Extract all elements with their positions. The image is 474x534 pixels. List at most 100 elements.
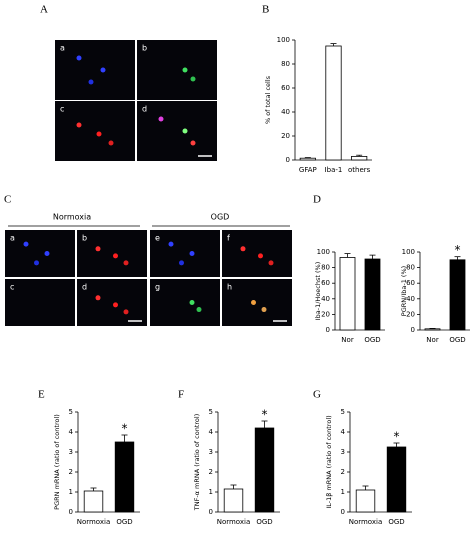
micrograph xyxy=(222,230,292,277)
y-tick-label: 60 xyxy=(406,279,415,287)
micrograph xyxy=(137,101,217,161)
bar xyxy=(325,45,342,161)
tile-label: d xyxy=(142,105,147,114)
bar xyxy=(114,441,135,513)
bar xyxy=(339,257,356,331)
significance: * xyxy=(262,408,268,422)
panel-label: D xyxy=(313,194,321,206)
micrograph xyxy=(55,101,135,161)
tile-label: d xyxy=(82,283,87,292)
y-tick-label: 4 xyxy=(209,428,214,436)
bar xyxy=(355,489,376,513)
cell xyxy=(76,55,82,61)
y-tick-label: 40 xyxy=(321,295,330,303)
cell xyxy=(76,122,82,128)
bar xyxy=(386,446,407,513)
x-tick-label: Normoxia xyxy=(217,518,251,526)
y-tick-label: 0 xyxy=(411,326,415,334)
cell xyxy=(23,241,29,247)
tile-label: g xyxy=(155,283,160,292)
y-tick-label: 1 xyxy=(69,488,73,496)
cell xyxy=(113,302,118,308)
x-tick-label: GFAP xyxy=(299,166,317,174)
tile-label: e xyxy=(155,234,160,243)
cell xyxy=(179,260,184,266)
tile-label: a xyxy=(60,44,65,53)
panel-label: G xyxy=(313,389,321,401)
y-tick-label: 3 xyxy=(341,448,345,456)
y-tick-label: 80 xyxy=(406,264,415,272)
cell xyxy=(190,76,196,82)
x-tick-label: others xyxy=(348,166,371,174)
y-tick-label: 0 xyxy=(341,508,345,516)
y-tick-label: 2 xyxy=(341,468,345,476)
micrograph xyxy=(77,230,147,277)
group-label: OGD xyxy=(211,213,230,222)
micrograph xyxy=(222,279,292,326)
bar xyxy=(299,157,316,161)
y-tick-label: 80 xyxy=(281,60,290,68)
significance: * xyxy=(122,422,128,436)
x-tick-label: Nor xyxy=(341,336,354,344)
y-axis-label: TNF-α mRNA (ratio of control) xyxy=(193,414,201,511)
cell xyxy=(182,128,188,134)
bar xyxy=(254,427,275,513)
y-tick-label: 1 xyxy=(341,488,345,496)
y-tick-label: 40 xyxy=(281,108,290,116)
x-tick-label: Nor xyxy=(426,336,439,344)
cell xyxy=(96,131,102,137)
y-axis-label: IL-1β mRNA (ratio of control) xyxy=(325,415,333,508)
tile-label: c xyxy=(60,105,64,114)
y-tick-label: 80 xyxy=(321,264,330,272)
y-tick-label: 0 xyxy=(69,508,73,516)
bar xyxy=(351,155,368,161)
y-tick-label: 3 xyxy=(209,448,213,456)
micrograph xyxy=(5,230,75,277)
y-axis-label: PGRN mRNA (ratio of control) xyxy=(53,414,61,510)
y-tick-label: 20 xyxy=(281,132,290,140)
bar xyxy=(83,490,104,513)
panel-label: F xyxy=(178,389,184,401)
cell xyxy=(190,140,196,146)
y-tick-label: 0 xyxy=(326,326,330,334)
x-tick-label: OGD xyxy=(256,518,272,526)
bar xyxy=(449,259,466,331)
cell xyxy=(34,260,39,266)
x-tick-label: Normoxia xyxy=(77,518,111,526)
micrograph xyxy=(137,40,217,100)
y-tick-label: 2 xyxy=(209,468,213,476)
y-tick-label: 5 xyxy=(341,408,345,416)
tile-label: b xyxy=(82,234,87,243)
cell xyxy=(123,309,129,315)
cell xyxy=(113,253,118,259)
tile-label: f xyxy=(227,234,230,243)
cell xyxy=(168,241,174,247)
y-axis-label: % of total cells xyxy=(264,75,272,124)
panel-label: E xyxy=(38,389,45,401)
y-tick-label: 1 xyxy=(209,488,213,496)
cell xyxy=(182,67,188,73)
y-tick-label: 0 xyxy=(209,508,213,516)
cell xyxy=(189,300,195,305)
y-axis-label: Iba-1/Hoechst (%) xyxy=(314,262,322,321)
cell xyxy=(189,251,195,256)
tile-label: b xyxy=(142,44,147,53)
cell xyxy=(196,307,202,313)
bar xyxy=(223,488,244,513)
bar xyxy=(364,258,381,331)
x-tick-label: OGD xyxy=(388,518,404,526)
x-tick-label: OGD xyxy=(364,336,380,344)
panel-label: A xyxy=(40,4,48,16)
cell xyxy=(108,140,114,146)
micrograph xyxy=(77,279,147,326)
y-tick-label: 100 xyxy=(317,248,330,256)
panel-label: C xyxy=(4,194,11,206)
y-tick-label: 5 xyxy=(209,408,213,416)
cell xyxy=(100,67,106,73)
cell xyxy=(240,246,246,252)
significance: * xyxy=(455,243,461,257)
x-tick-label: OGD xyxy=(449,336,465,344)
x-tick-label: OGD xyxy=(116,518,132,526)
micrograph xyxy=(55,40,135,100)
y-tick-label: 100 xyxy=(402,248,415,256)
